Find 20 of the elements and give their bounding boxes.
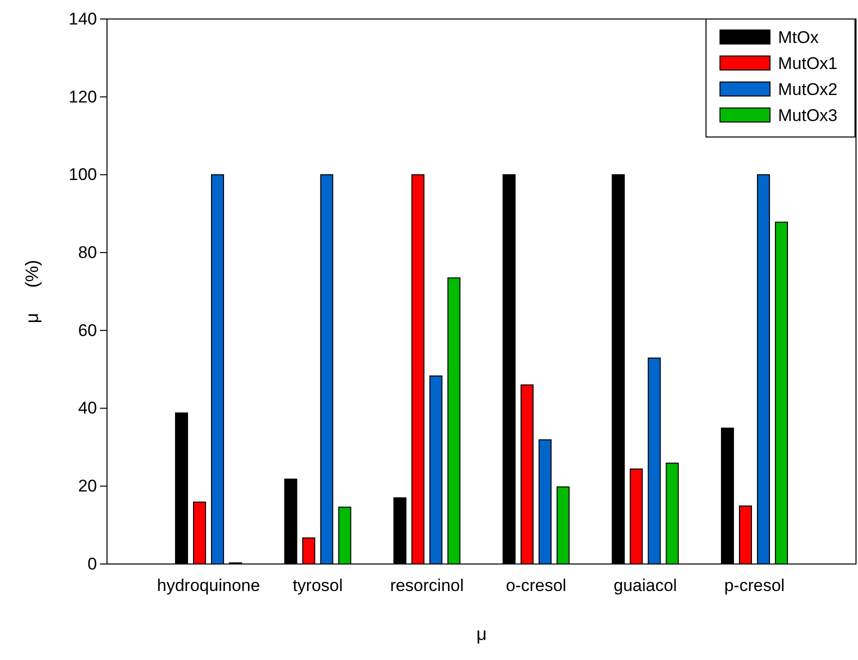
x-tick-label: tyrosol (292, 576, 343, 595)
x-tick-label: hydroquinone (157, 576, 260, 595)
y-tick-label: 100 (68, 165, 97, 184)
y-tick-label: 120 (68, 87, 97, 106)
x-tick-label: p-cresol (724, 576, 785, 595)
y-tick-label: 80 (78, 243, 97, 262)
x-tick-label: guaiacol (614, 576, 677, 595)
y-tick-label: 60 (78, 320, 97, 340)
x-tick-label: resorcinol (390, 576, 464, 595)
y-tick-label: 140 (68, 9, 97, 28)
legend-label: MutOx3 (778, 106, 838, 125)
y-axis-title: μ (%) (22, 260, 42, 324)
y-tick-label: 0 (88, 554, 97, 574)
legend-label: MutOx2 (778, 80, 838, 99)
x-axis-title: μ (476, 624, 487, 644)
y-tick-label: 20 (78, 476, 97, 496)
y-tick-label: 40 (78, 398, 97, 418)
legend-label: MutOx1 (778, 54, 838, 73)
legend-label: MtOx (778, 28, 820, 47)
x-tick-label: o-cresol (506, 576, 566, 595)
